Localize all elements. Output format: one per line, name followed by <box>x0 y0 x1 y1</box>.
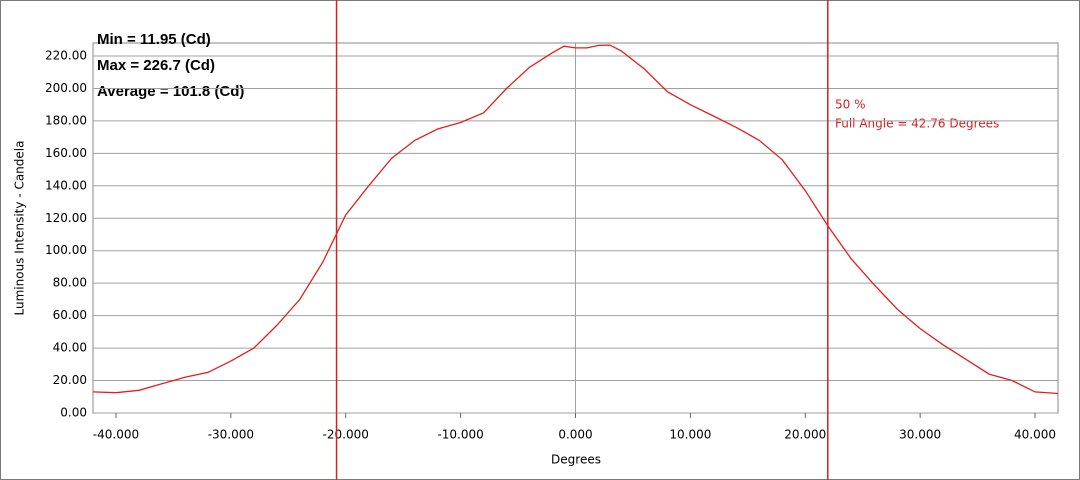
y-tick-label: 100.00 <box>45 243 87 257</box>
x-tick-label: 30.000 <box>899 428 941 442</box>
y-tick-label: 220.00 <box>45 48 87 62</box>
y-tick-label: 40.00 <box>53 341 87 355</box>
y-tick-label: 80.00 <box>53 276 87 290</box>
x-tick-label: -30.000 <box>208 428 254 442</box>
x-tick-label: 20.000 <box>784 428 826 442</box>
y-tick-label: 180.00 <box>45 113 87 127</box>
y-tick-label: 200.00 <box>45 81 87 95</box>
x-tick-label: -20.000 <box>323 428 369 442</box>
annotation: Full Angle = 42.76 Degrees <box>835 117 999 131</box>
x-tick-label: -10.000 <box>437 428 483 442</box>
stat-max: Max = 226.7 (Cd) <box>97 57 215 74</box>
y-axis-label: Luminous Intensity - Candela <box>13 141 27 316</box>
stat-min: Min = 11.95 (Cd) <box>97 31 211 48</box>
x-tick-label: 40.000 <box>1014 428 1056 442</box>
intensity-line <box>92 44 1059 395</box>
x-tick-label: -40.000 <box>93 428 139 442</box>
y-tick-label: 20.00 <box>53 373 87 387</box>
y-tick-label: 60.00 <box>53 308 87 322</box>
x-tick-label: 10.000 <box>669 428 711 442</box>
y-tick-label: 160.00 <box>45 146 87 160</box>
y-tick-label: 140.00 <box>45 178 87 192</box>
x-axis-label: Degrees <box>551 453 601 467</box>
annotation: 50 % <box>835 98 866 112</box>
stat-average: Average = 101.8 (Cd) <box>97 83 244 100</box>
y-tick-label: 120.00 <box>45 211 87 225</box>
x-tick-label: 0.000 <box>558 428 592 442</box>
y-tick-label: 0.00 <box>60 406 87 420</box>
